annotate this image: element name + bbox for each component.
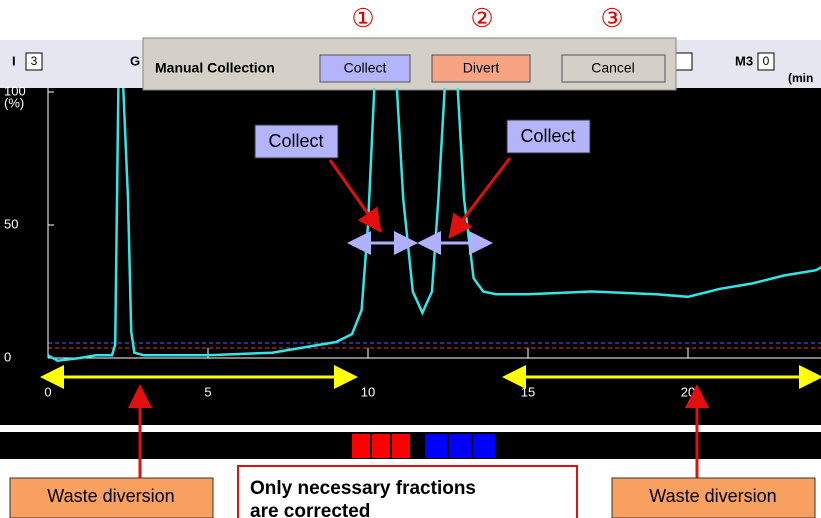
header-label: G [130,53,140,68]
dialog-title: Manual Collection [155,60,275,76]
waste-box [9,477,214,518]
header-field[interactable] [675,52,693,71]
fraction-bar [0,432,821,459]
step-number: ③ [600,3,623,33]
x-tick-label: 10 [361,384,375,399]
y-tick-label: 50 [4,216,18,231]
x-tick-label: 5 [204,384,211,399]
fraction [473,434,495,458]
header-value: 3 [31,54,38,68]
annotation: Collect [268,131,323,151]
trace [47,88,821,362]
waste-box [611,477,816,518]
annotation: Collect [520,126,575,146]
header-value: 0 [763,54,770,68]
pointer-arrow [328,159,382,233]
collect-button[interactable] [319,54,411,83]
header-field[interactable] [25,52,43,71]
cancel-button[interactable] [561,54,666,83]
fraction [392,434,410,458]
step-number: ① [351,3,374,33]
fraction [352,434,370,458]
x-tick-label: 0 [44,384,51,399]
annotation: Only necessary fractions [250,478,476,499]
annotation: Waste diversion [649,486,776,506]
fraction [449,434,471,458]
y-tick-label: 0 [4,349,11,364]
header-unit: (min [788,71,813,85]
collect-label-box [506,119,591,154]
button-label: Divert [463,60,500,76]
pointer-arrow [448,157,512,239]
fraction [372,434,390,458]
x-tick-label: 20 [681,384,695,399]
header-field[interactable] [757,52,775,71]
button-label: Cancel [591,60,635,76]
divert-button[interactable] [431,54,531,83]
collect-label-box [254,124,339,159]
note-box [237,465,578,518]
plot-area [0,88,821,425]
x-tick-label: 15 [521,384,535,399]
annotation: are corrected [250,501,370,518]
y-unit: (%) [4,95,24,110]
header-label: I [12,53,16,68]
y-tick-label: 100 [4,83,26,98]
button-label: Collect [344,60,387,76]
annotation: Waste diversion [47,486,174,506]
step-number: ② [470,3,493,33]
header-label: M3 [735,53,753,68]
fraction [425,434,447,458]
